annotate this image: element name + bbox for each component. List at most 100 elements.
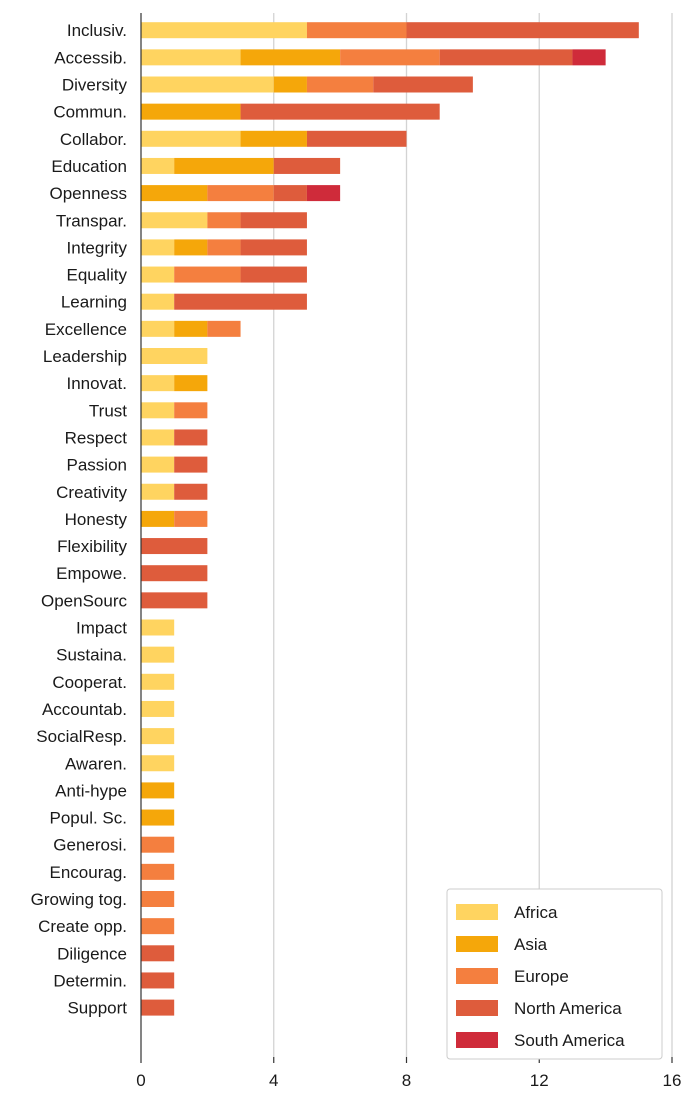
bar-europe-33 bbox=[141, 918, 175, 935]
category-label: Leadership bbox=[43, 347, 127, 366]
bar-africa-8 bbox=[141, 239, 175, 256]
category-label: Openness bbox=[50, 184, 128, 203]
bar-africa-9 bbox=[141, 266, 175, 283]
x-tick-label: 8 bbox=[402, 1071, 411, 1090]
category-label: Accessib. bbox=[54, 48, 127, 67]
legend-label: North America bbox=[514, 999, 622, 1018]
category-label: Equality bbox=[67, 266, 128, 285]
category-label: Awaren. bbox=[65, 754, 127, 773]
legend: Africa Asia Europe North America South Ameri… bbox=[446, 888, 663, 1060]
bar-africa-17 bbox=[141, 483, 175, 500]
category-label: Excellence bbox=[45, 320, 127, 339]
category-label: Growing tog. bbox=[31, 890, 127, 909]
category-label: Flexibility bbox=[57, 537, 127, 556]
bar-europe-2 bbox=[306, 76, 374, 93]
bar-africa-10 bbox=[141, 293, 175, 310]
bar-africa-5 bbox=[141, 157, 175, 174]
category-label: Popul. Sc. bbox=[50, 809, 128, 828]
category-label: Collabor. bbox=[60, 130, 127, 149]
bar-asia-3 bbox=[141, 103, 241, 120]
bar-layer bbox=[141, 22, 639, 1016]
category-label: Respect bbox=[65, 428, 128, 447]
bar-asia-5 bbox=[174, 157, 274, 174]
category-label: SocialResp. bbox=[36, 727, 127, 746]
bar-europe-11 bbox=[207, 320, 241, 337]
category-label: Impact bbox=[76, 619, 127, 638]
bar-north-america-19 bbox=[141, 538, 208, 555]
bar-europe-14 bbox=[174, 402, 208, 419]
category-label: Accountab. bbox=[42, 700, 127, 719]
bar-europe-30 bbox=[141, 836, 175, 853]
bar-asia-28 bbox=[141, 782, 175, 799]
bar-north-america-6 bbox=[273, 185, 307, 202]
bar-asia-1 bbox=[240, 49, 341, 66]
bar-north-america-0 bbox=[406, 22, 639, 39]
category-label: Learning bbox=[61, 293, 127, 312]
legend-swatch bbox=[456, 1032, 498, 1048]
bar-asia-6 bbox=[141, 185, 208, 202]
category-label: Innovat. bbox=[67, 374, 128, 393]
bar-south-america-1 bbox=[572, 49, 606, 66]
bar-north-america-4 bbox=[306, 130, 407, 147]
bar-asia-29 bbox=[141, 809, 175, 826]
x-tick-label: 16 bbox=[663, 1071, 682, 1090]
category-label: OpenSourc bbox=[41, 591, 127, 610]
category-label: Diversity bbox=[62, 76, 128, 95]
legend-swatch bbox=[456, 904, 498, 920]
category-label: Generosi. bbox=[53, 836, 127, 855]
category-label: Inclusiv. bbox=[67, 21, 127, 40]
legend-label: Europe bbox=[514, 967, 569, 986]
bar-africa-7 bbox=[141, 212, 208, 229]
category-label: Integrity bbox=[67, 238, 128, 257]
bar-africa-24 bbox=[141, 673, 175, 690]
bar-africa-26 bbox=[141, 728, 175, 745]
bar-asia-2 bbox=[273, 76, 307, 93]
category-label: Support bbox=[67, 999, 127, 1018]
category-label-layer: Inclusiv. Accessib. Diversity Commun. Collab… bbox=[31, 21, 128, 1017]
legend-label: Africa bbox=[514, 903, 558, 922]
category-label: Honesty bbox=[65, 510, 128, 529]
x-axis: 0 4 8 12 16 bbox=[136, 13, 681, 1090]
category-label: Commun. bbox=[53, 103, 127, 122]
category-label: Encourag. bbox=[50, 863, 128, 882]
category-label: Creativity bbox=[56, 483, 127, 502]
bar-africa-27 bbox=[141, 755, 175, 772]
bar-europe-7 bbox=[207, 212, 241, 229]
category-label: Education bbox=[51, 157, 127, 176]
bar-asia-11 bbox=[174, 320, 208, 337]
legend-label: South America bbox=[514, 1031, 625, 1050]
category-label: Diligence bbox=[57, 944, 127, 963]
x-tick-label: 4 bbox=[269, 1071, 278, 1090]
category-label: Sustaina. bbox=[56, 646, 127, 665]
category-label: Cooperat. bbox=[52, 673, 127, 692]
bar-europe-32 bbox=[141, 891, 175, 907]
bar-north-america-16 bbox=[174, 456, 208, 473]
bar-asia-13 bbox=[174, 375, 208, 392]
legend-label: Asia bbox=[514, 935, 548, 954]
legend-frame bbox=[446, 888, 663, 1060]
category-label: Anti-hype bbox=[55, 781, 127, 800]
bar-north-america-35 bbox=[141, 972, 175, 989]
legend-swatch bbox=[456, 1000, 498, 1016]
bar-africa-0 bbox=[141, 22, 307, 39]
bar-north-america-34 bbox=[141, 945, 175, 962]
grid-layer bbox=[273, 13, 673, 1057]
bar-asia-18 bbox=[141, 510, 175, 527]
bar-europe-6 bbox=[207, 185, 274, 202]
bar-north-america-17 bbox=[174, 483, 208, 500]
bar-europe-18 bbox=[174, 510, 208, 527]
bar-africa-12 bbox=[141, 348, 208, 364]
category-label: Empowe. bbox=[56, 564, 127, 583]
legend-swatch bbox=[456, 936, 498, 952]
bar-europe-0 bbox=[306, 22, 407, 39]
bar-north-america-21 bbox=[141, 592, 208, 609]
bar-north-america-9 bbox=[240, 266, 307, 283]
bar-africa-25 bbox=[141, 700, 175, 717]
category-label: Trust bbox=[89, 401, 127, 420]
bar-africa-16 bbox=[141, 456, 175, 473]
bar-africa-1 bbox=[141, 49, 241, 66]
bar-north-america-20 bbox=[141, 565, 208, 582]
bar-africa-2 bbox=[141, 76, 274, 93]
category-label: Passion bbox=[67, 456, 127, 475]
